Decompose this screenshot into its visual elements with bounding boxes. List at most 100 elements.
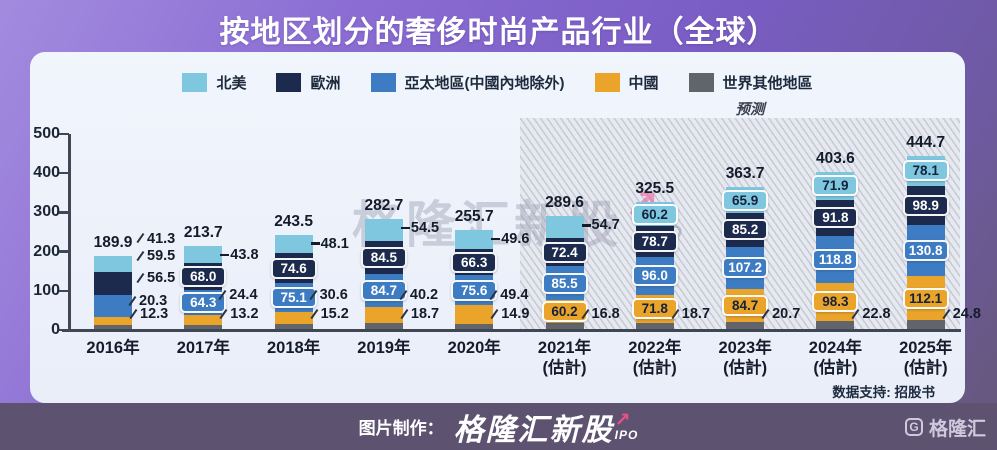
value-label-rest-of-world-2022年: 18.7: [670, 306, 710, 322]
value-label-north-america-2022年: 60.2: [631, 203, 678, 225]
total-label-2025年: 444.7: [906, 133, 946, 151]
value-label-north-america-2019年: 54.5: [400, 220, 439, 236]
value-label-china-2022年: 71.8: [631, 298, 678, 320]
slash-leader-icon: [851, 308, 860, 320]
x-label-2016年: 2016年: [86, 339, 140, 357]
y-tick-label-100: 100: [33, 281, 60, 299]
x-axis-line: [62, 329, 961, 332]
segment-asia-pacific-ex-china-2016年: [94, 295, 132, 318]
slash-leader-icon: [489, 289, 498, 301]
slash-leader-icon: [400, 308, 409, 320]
value-label-north-america-2024年: 71.9: [812, 175, 859, 197]
legend-item-europe: 歐洲: [276, 72, 341, 93]
segment-north-america-2016年: [94, 255, 132, 272]
value-label-asia-pacific-ex-china-2024年: 118.8: [812, 248, 859, 270]
value-label-china-2016年: 20.3: [127, 293, 167, 309]
segment-china-2016年: [94, 317, 132, 326]
value-label-china-2024年: 98.3: [812, 291, 859, 313]
slash-leader-icon: [136, 233, 145, 244]
total-label-2022年: 325.5: [635, 180, 675, 198]
segment-north-america-2021年: [545, 216, 584, 238]
x-label-2025年: 2025年 (估計): [899, 339, 953, 377]
value-label-asia-pacific-ex-china-2020年: 75.6: [451, 279, 498, 301]
segment-china-2017年: [184, 315, 223, 325]
slash-leader-icon: [580, 308, 590, 320]
value-label-asia-pacific-ex-china-2021年: 85.5: [541, 272, 588, 294]
legend-label-europe: 歐洲: [310, 75, 341, 92]
value-label-rest-of-world-2018年: 15.2: [309, 306, 349, 322]
segment-rest-of-world-2016年: [94, 325, 132, 330]
brand-logo: G 格隆汇: [904, 414, 986, 440]
value-label-asia-pacific-ex-china-2017年: 64.3: [180, 292, 227, 314]
legend-swatch-china: [594, 73, 620, 92]
brand-arrow-icon: ↗: [614, 409, 631, 431]
value-label-north-america-2021年: 54.7: [581, 217, 620, 233]
legend-label-china: 中國: [628, 75, 659, 92]
segment-rest-of-world-2020年: [455, 324, 494, 330]
segment-rest-of-world-2019年: [364, 322, 403, 330]
x-label-2019年: 2019年: [357, 339, 411, 357]
value-label-asia-pacific-ex-china-2022年: 96.0: [631, 265, 678, 287]
value-label-rest-of-world-2023年: 20.7: [760, 306, 800, 322]
legend-item-china: 中國: [594, 72, 659, 93]
x-label-2020年: 2020年: [447, 339, 501, 357]
value-label-europe-2019年: 84.5: [360, 246, 407, 268]
value-label-china-2017年: 24.4: [217, 287, 258, 303]
slash-leader-icon: [136, 272, 145, 284]
y-tick-300: [59, 211, 69, 214]
y-tick-label-400: 400: [33, 164, 60, 182]
slash-leader-icon: [942, 308, 951, 320]
y-tick-label-500: 500: [33, 125, 60, 142]
y-tick-label-0: 0: [51, 321, 60, 338]
x-label-2018年: 2018年: [266, 339, 321, 357]
total-label-2020年: 255.7: [454, 207, 494, 225]
chart-legend: 北美 歐洲 亞太地區(中國內地除外) 中國 世界其他地區: [30, 72, 965, 93]
total-label-2023年: 363.7: [725, 165, 765, 183]
segment-rest-of-world-2021年: [545, 323, 584, 330]
x-label-2022年: 2022年 (估計): [628, 339, 682, 377]
total-label-2024年: 403.6: [815, 149, 855, 167]
value-label-europe-2025年: 98.9: [902, 195, 949, 217]
value-label-asia-pacific-ex-china-2018年: 75.1: [270, 286, 317, 308]
value-label-china-2019年: 40.2: [398, 287, 438, 303]
dash-leader-icon: [220, 253, 230, 257]
value-label-north-america-2016年: 41.3: [135, 231, 175, 247]
segment-rest-of-world-2022年: [635, 322, 674, 330]
slash-leader-icon: [671, 308, 680, 320]
value-label-north-america-2025年: 78.1: [902, 160, 949, 182]
x-label-2021年: 2021年 (估計): [537, 339, 592, 377]
value-label-europe-2024年: 91.8: [812, 207, 859, 229]
value-label-north-america-2018年: 48.1: [310, 236, 349, 252]
total-label-2021年: 289.6: [545, 194, 584, 212]
brand-ipo-label: IPO: [614, 427, 639, 442]
dash-leader-icon: [581, 224, 591, 227]
total-label-2019年: 282.7: [364, 197, 404, 215]
legend-item-rest-of-world: 世界其他地區: [688, 72, 813, 93]
segment-rest-of-world-2024年: [816, 321, 855, 330]
dash-leader-icon: [491, 237, 501, 240]
forecast-label: 预测: [735, 102, 765, 118]
legend-swatch-europe: [276, 73, 302, 92]
segment-china-2020年: [455, 304, 494, 325]
segment-rest-of-world-2017年: [184, 324, 223, 330]
segment-rest-of-world-2018年: [274, 324, 313, 330]
value-label-asia-pacific-ex-china-2023年: 107.2: [722, 257, 769, 279]
brand-mark: ↗ IPO: [614, 409, 639, 442]
y-axis-line: [68, 134, 71, 330]
y-tick-200: [59, 250, 69, 253]
footer-credit: 图片制作： 格隆汇新股 ↗ IPO: [0, 403, 997, 450]
value-label-europe-2016年: 59.5: [135, 248, 175, 264]
y-tick-label-300: 300: [33, 203, 60, 221]
value-label-rest-of-world-2016年: 12.3: [128, 306, 168, 322]
brand-text: 格隆汇新股: [453, 413, 614, 447]
dash-leader-icon: [310, 242, 320, 245]
y-tick-100: [59, 289, 69, 293]
value-label-europe-2023年: 85.2: [722, 219, 769, 241]
slash-leader-icon: [136, 250, 145, 262]
value-label-rest-of-world-2021年: 16.8: [580, 306, 620, 322]
segment-north-america-2018年: [274, 234, 313, 254]
segment-china-2018年: [274, 312, 313, 325]
segment-europe-2016年: [94, 271, 132, 296]
